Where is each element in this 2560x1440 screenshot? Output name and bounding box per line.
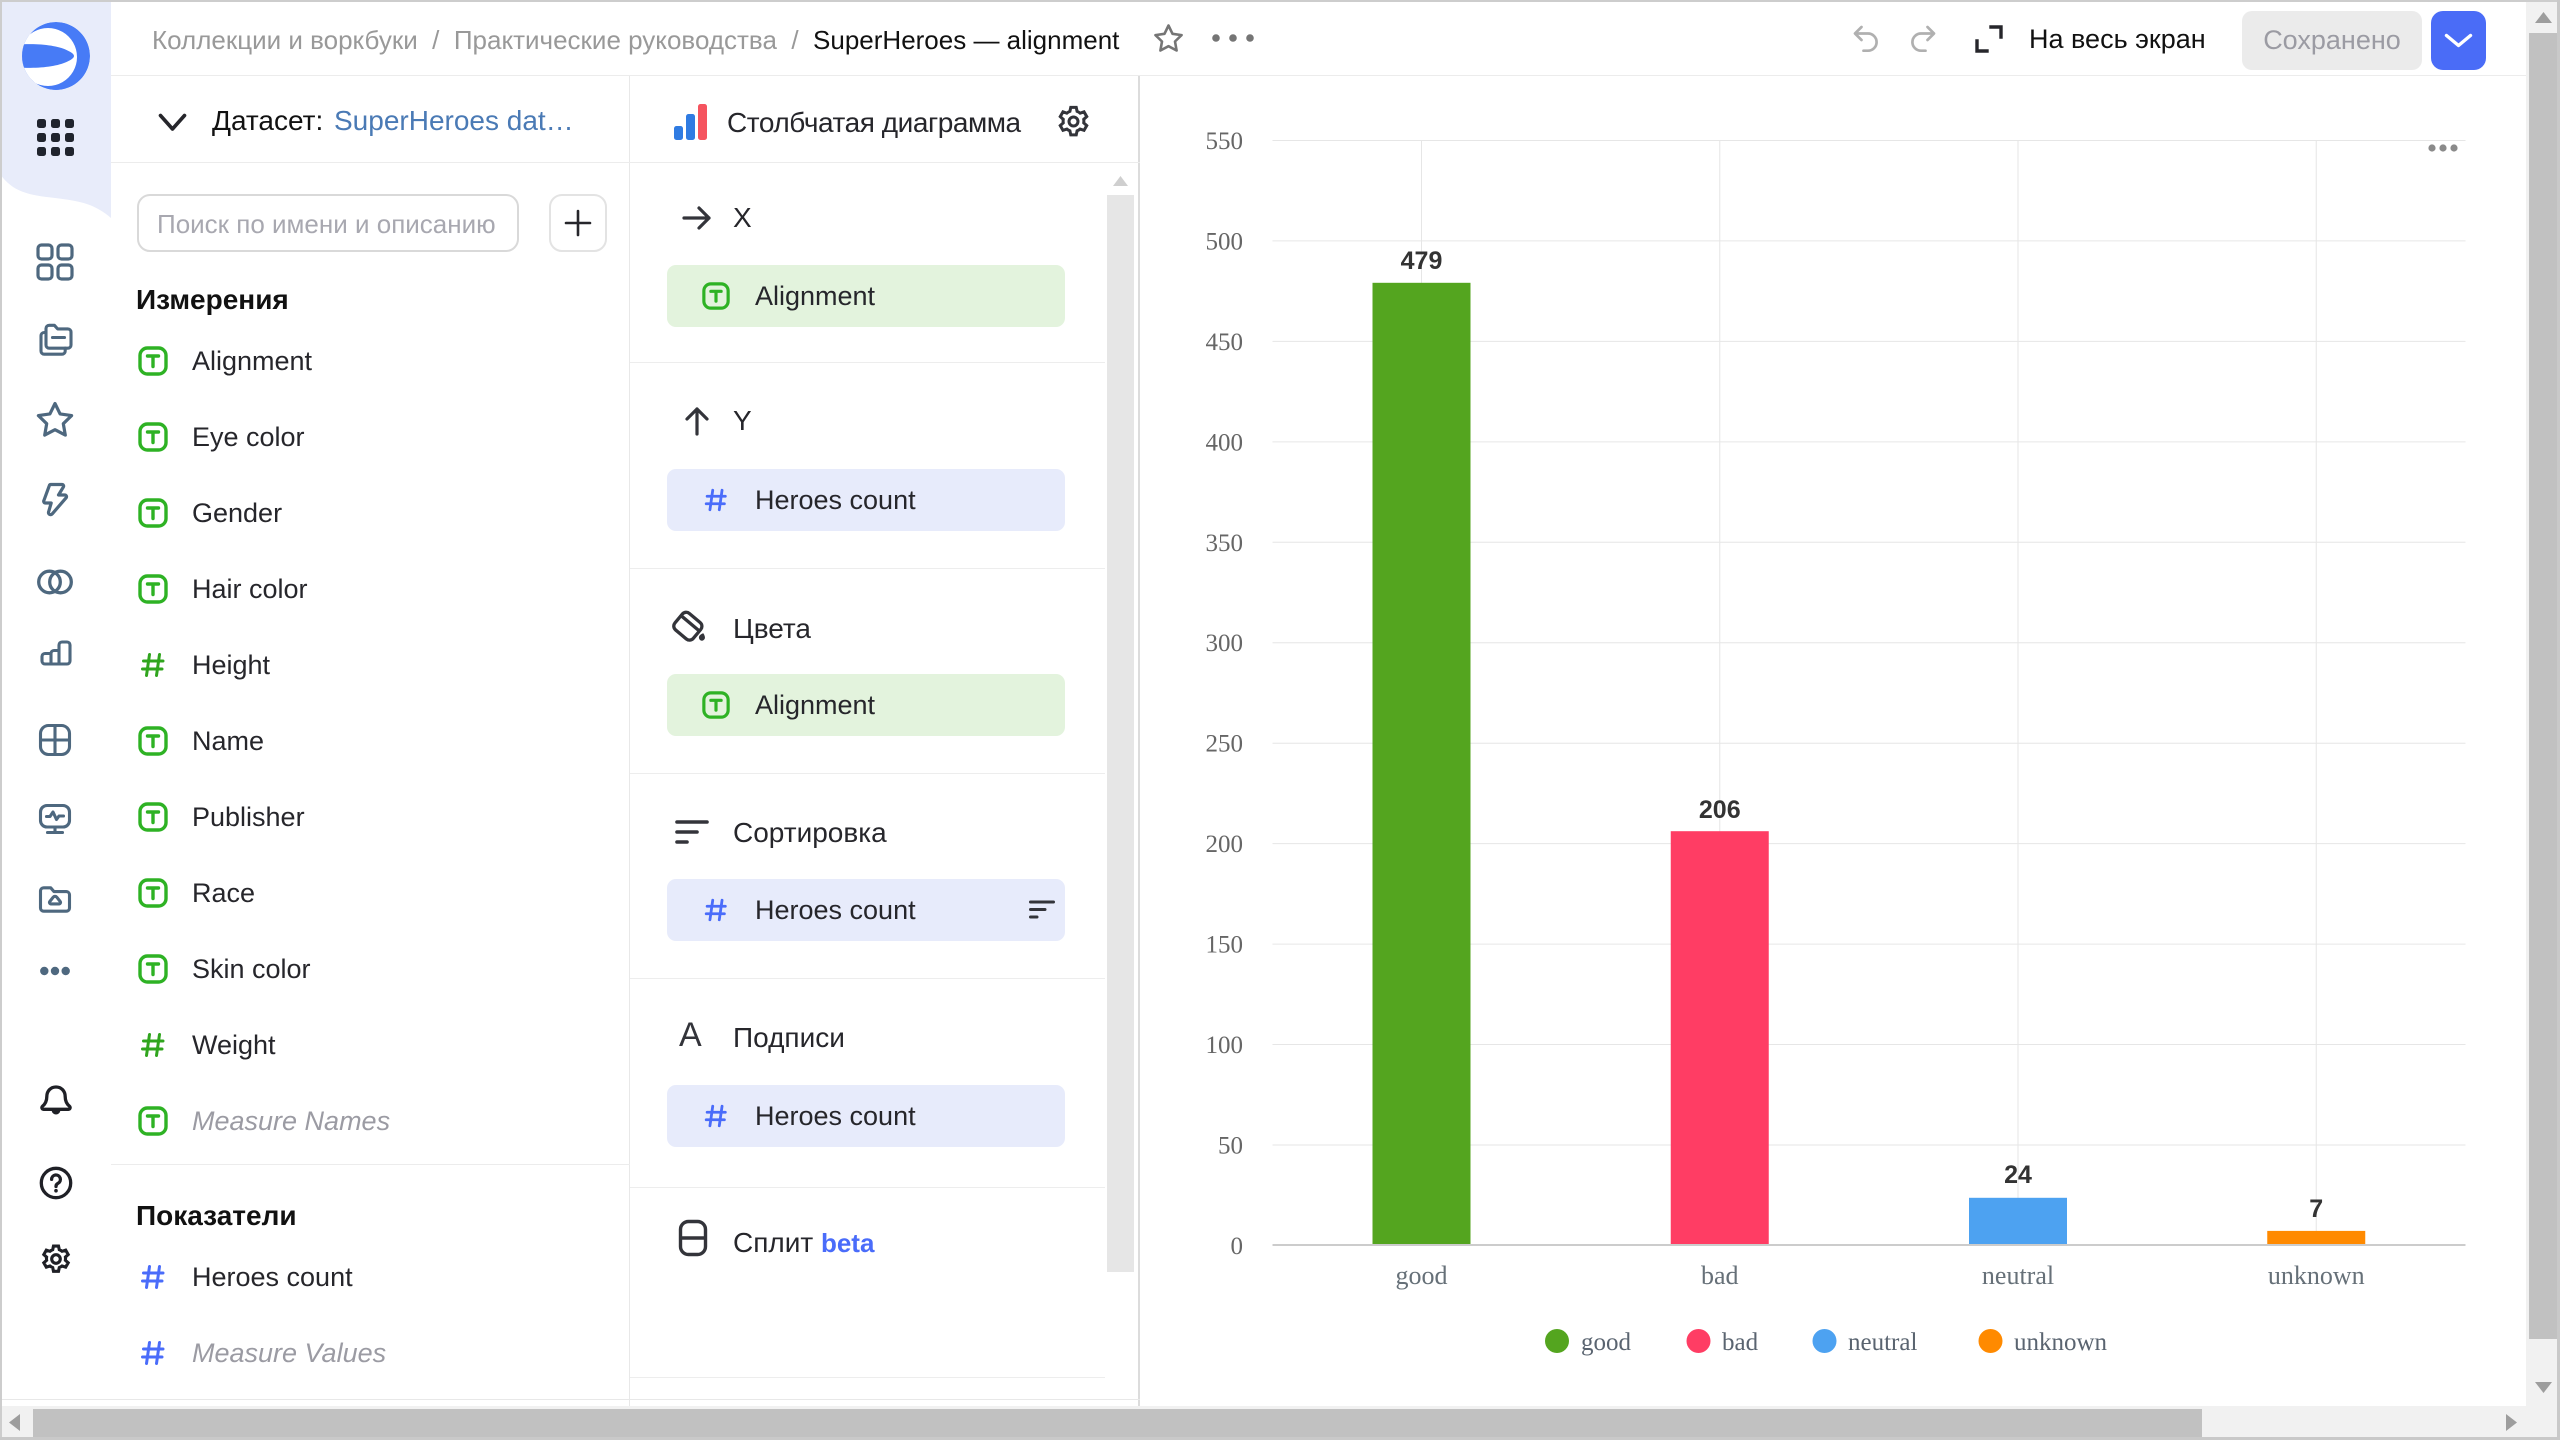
svg-text:good: good [1581, 1329, 1632, 1356]
svg-text:479: 479 [1401, 247, 1443, 275]
svg-text:neutral: neutral [1848, 1329, 1917, 1356]
svg-text:300: 300 [1206, 630, 1244, 657]
svg-text:0: 0 [1231, 1233, 1244, 1260]
svg-text:good: good [1396, 1261, 1448, 1290]
svg-text:500: 500 [1206, 228, 1244, 255]
svg-text:450: 450 [1206, 329, 1244, 356]
svg-text:100: 100 [1206, 1032, 1244, 1059]
svg-text:neutral: neutral [1982, 1261, 2054, 1290]
svg-text:550: 550 [1206, 128, 1244, 155]
svg-text:350: 350 [1206, 530, 1244, 557]
svg-text:150: 150 [1206, 932, 1244, 959]
svg-text:bad: bad [1701, 1261, 1739, 1290]
svg-text:unknown: unknown [2014, 1329, 2108, 1356]
svg-text:200: 200 [1206, 831, 1244, 858]
svg-text:206: 206 [1699, 796, 1741, 824]
svg-text:400: 400 [1206, 429, 1244, 456]
svg-text:unknown: unknown [2268, 1261, 2365, 1290]
svg-text:250: 250 [1206, 731, 1244, 758]
svg-text:24: 24 [2004, 1161, 2032, 1189]
svg-text:7: 7 [2309, 1195, 2323, 1223]
svg-text:50: 50 [1218, 1133, 1243, 1160]
svg-text:bad: bad [1722, 1329, 1759, 1356]
